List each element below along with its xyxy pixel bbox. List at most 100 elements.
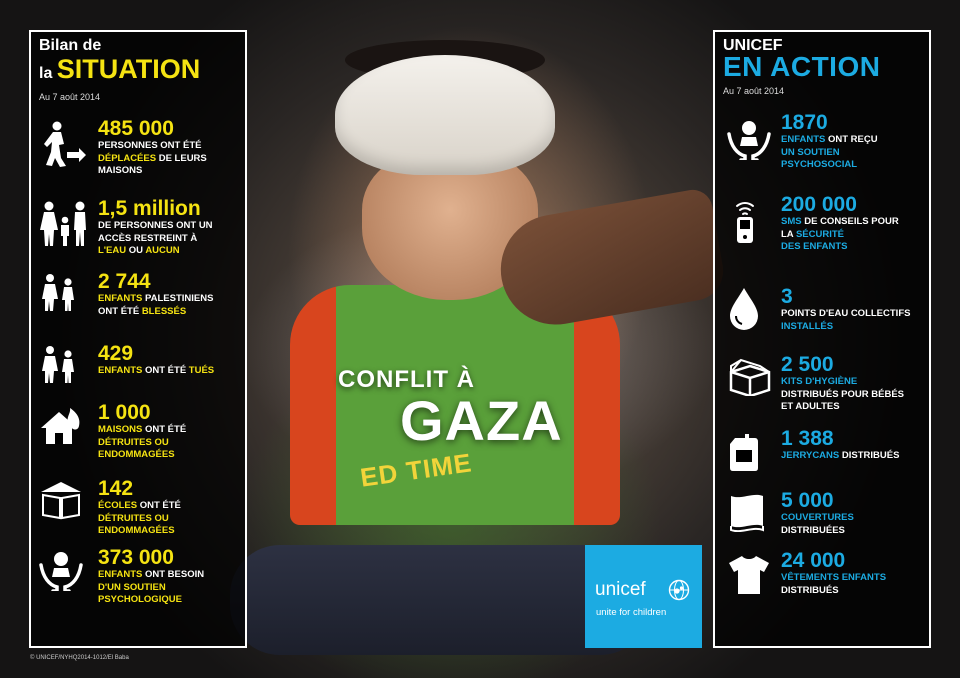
situation-stat-number: 2 744 <box>98 270 151 293</box>
stat-desc-part: ENFANTS <box>98 569 143 580</box>
situation-stat-text: 429 ENFANTS ONT ÉTÉ TUÉS <box>98 343 243 378</box>
stat-desc-part: ÉCOLES <box>98 500 138 511</box>
photo-child-shirt <box>290 285 620 525</box>
action-stat-description: KITS D'HYGIÈNE DISTRIBUÉS POUR BÉBÉS ET AD… <box>781 376 927 414</box>
action-stat-number: 2 500 <box>781 353 834 376</box>
stat-desc-part: TUÉS <box>188 365 215 376</box>
stat-desc-part: ONT ÉTÉ <box>98 305 142 317</box>
stat-desc-part: DE CONSEILS POUR <box>801 216 899 227</box>
headline-conflit: CONFLIT À <box>338 366 475 393</box>
stat-desc-part: DÉPLACÉES <box>98 152 157 164</box>
stat-desc-part: BLESSÉS <box>141 305 187 317</box>
children-icon <box>39 273 79 318</box>
stat-desc-part: SMS <box>781 216 802 227</box>
action-stat-text: 1 388 JERRYCANS DISTRIBUÉS <box>781 428 927 463</box>
photo-credit: © UNICEF/NYHQ2014-1012/El Baba <box>30 655 129 661</box>
stat-desc-part: DE LEURS <box>156 152 207 164</box>
situation-stat-description: PERSONNES ONT ÉTÉ DÉPLACÉES DE LEURS MAISO… <box>98 140 243 178</box>
stat-desc-part: ET ADULTES <box>781 401 840 412</box>
stat-desc-part: ENDOMMAGÉES <box>98 449 175 460</box>
stat-desc-part: ENFANTS <box>98 365 143 376</box>
unicef-globe-icon <box>668 579 690 601</box>
situation-title-highlight: SITUATION <box>56 54 201 84</box>
unicef-logo: unicef unite for children <box>585 545 702 648</box>
headline-gaza: GAZA <box>400 389 563 452</box>
stat-desc-part: SÉCURITÉ <box>795 228 844 240</box>
photo-head-bandage <box>335 55 555 175</box>
action-stat-number: 1870 <box>781 111 828 134</box>
situation-stat-description: ÉCOLES ONT ÉTÉ DÉTRUITES OU ENDOMMAGÉES <box>98 500 243 538</box>
stat-desc-part: PALESTINIENS <box>142 293 214 304</box>
stat-desc-part: PERSONNES ONT ÉTÉ <box>98 140 202 151</box>
situation-title-line2: la SITUATION <box>39 54 200 85</box>
stat-desc-part: ONT REÇU <box>825 134 878 145</box>
stat-desc-part: DISTRIBUÉS <box>839 450 900 461</box>
situation-title-prefix: la <box>39 65 53 82</box>
action-stat-description: JERRYCANS DISTRIBUÉS <box>781 450 927 463</box>
situation-date: Au 7 août 2014 <box>39 92 101 102</box>
stat-desc-part: ONT BESOIN <box>142 569 205 580</box>
stat-desc-part: LA <box>781 228 796 240</box>
jerrycan-icon <box>727 428 761 477</box>
stat-desc-part: COUVERTURES <box>781 512 854 523</box>
stat-desc-part: KITS D'HYGIÈNE <box>781 376 858 387</box>
stat-desc-part: DE PERSONNES ONT UN <box>98 220 213 231</box>
stat-desc-part: INSTALLÉS <box>781 320 834 332</box>
unicef-logo-word: unicef <box>595 579 646 600</box>
situation-stat-description: ENFANTS PALESTINIENS ONT ÉTÉ BLESSÉS <box>98 293 243 318</box>
stat-desc-part: MAISONS <box>98 165 143 176</box>
family-icon <box>39 200 91 253</box>
school-book-icon <box>39 480 83 525</box>
stat-desc-part: POINTS D'EAU COLLECTIFS <box>781 308 911 319</box>
situation-stat-description: DE PERSONNES ONT UN ACCÈS RESTREINT À L'EA… <box>98 220 243 258</box>
stat-desc-part: AUCUN <box>145 245 180 256</box>
stat-desc-part: DES ENFANTS <box>781 241 848 252</box>
action-stat-number: 200 000 <box>781 193 857 216</box>
stat-desc-part: JERRYCANS <box>781 450 840 461</box>
situation-stat-number: 142 <box>98 477 134 500</box>
hygiene-kit-icon <box>727 356 773 401</box>
action-title-line2: EN ACTION <box>723 51 881 82</box>
situation-stat-number: 429 <box>98 342 134 365</box>
action-stat-description: POINTS D'EAU COLLECTIFS INSTALLÉS <box>781 308 927 333</box>
situation-stat-text: 2 744 ENFANTS PALESTINIENS ONT ÉTÉ BLESSÉS <box>98 271 243 318</box>
stat-desc-part: DÉTRUITES OU <box>98 436 169 448</box>
stat-desc-part: ACCÈS RESTREINT À <box>98 232 198 244</box>
photo-child-legs <box>230 545 650 655</box>
stat-desc-part: PSYCHOSOCIAL <box>781 159 858 170</box>
situation-stat-text: 485 000 PERSONNES ONT ÉTÉ DÉPLACÉES DE LEU… <box>98 118 243 178</box>
situation-stat-number: 485 000 <box>98 117 174 140</box>
stat-desc-part: MAISONS <box>98 424 143 435</box>
action-stat-text: 1870 ENFANTS ONT REÇU UN SOUTIEN PSYCHOSOCI… <box>781 112 927 172</box>
stat-desc-part: PSYCHOLOGIQUE <box>98 594 182 605</box>
stat-desc-part: DÉTRUITES OU <box>98 512 169 524</box>
children-icon <box>39 345 79 390</box>
situation-stat-text: 142 ÉCOLES ONT ÉTÉ DÉTRUITES OU ENDOMMAGÉES <box>98 478 243 538</box>
stat-desc-part: UN SOUTIEN <box>781 146 840 158</box>
stat-desc-part: ENDOMMAGÉES <box>98 525 175 536</box>
stat-desc-part: ONT ÉTÉ <box>142 365 189 376</box>
action-stat-description: COUVERTURES DISTRIBUÉES <box>781 512 927 537</box>
psychosocial-support-icon <box>727 116 771 165</box>
action-stat-text: 200 000 SMS DE CONSEILS POUR LA SÉCURITÉ DE… <box>781 194 927 254</box>
stat-desc-part: DISTRIBUÉS <box>781 584 839 596</box>
psychosocial-support-icon <box>39 547 83 596</box>
house-fire-icon <box>39 406 83 451</box>
stat-desc-part: ENFANTS <box>781 134 826 145</box>
water-drop-icon <box>727 286 761 335</box>
action-stat-description: ENFANTS ONT REÇU UN SOUTIEN PSYCHOSOCIAL <box>781 134 927 172</box>
action-stat-text: 5 000 COUVERTURES DISTRIBUÉES <box>781 490 927 537</box>
situation-stat-number: 1 000 <box>98 401 151 424</box>
stat-desc-part: ENFANTS <box>98 293 143 304</box>
stat-desc-part: ONT ÉTÉ <box>142 424 187 435</box>
situation-title-line1: Bilan de <box>39 37 102 54</box>
displaced-person-icon <box>39 120 87 173</box>
action-stat-number: 24 000 <box>781 549 846 572</box>
situation-stat-description: ENFANTS ONT BESOIN D'UN SOUTIEN PSYCHOLOGI… <box>98 569 243 607</box>
stat-desc-part: DISTRIBUÉS POUR BÉBÉS <box>781 388 904 400</box>
situation-stat-number: 373 000 <box>98 546 174 569</box>
tshirt-icon <box>727 552 771 601</box>
stat-desc-part: L'EAU <box>98 245 127 256</box>
situation-stat-number: 1,5 million <box>98 197 201 220</box>
action-stat-text: 3 POINTS D'EAU COLLECTIFS INSTALLÉS <box>781 286 927 333</box>
